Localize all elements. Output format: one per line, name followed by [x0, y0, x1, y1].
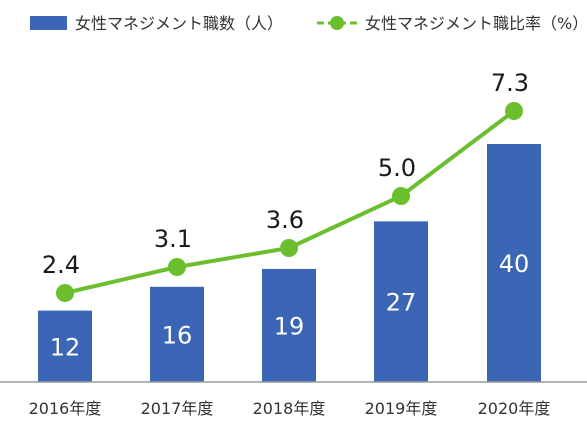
- legend-bar-label: 女性マネジメント職数（人）: [75, 14, 283, 33]
- bar-value-label: 40: [499, 250, 530, 278]
- line-value-label: 3.6: [266, 206, 304, 234]
- legend-line-marker: [330, 16, 344, 30]
- line-point: [280, 239, 298, 257]
- line-series: 2.4 3.1 3.6 5.0 7.3: [42, 69, 529, 302]
- line-value-label: 3.1: [154, 225, 192, 253]
- bar-value-label: 27: [386, 289, 417, 317]
- bar-series: 12 16 19 27 40: [38, 144, 541, 382]
- x-tick-label: 2018年度: [253, 399, 326, 418]
- bar-value-label: 16: [162, 321, 193, 349]
- legend-bar-swatch: [30, 16, 67, 30]
- bar: [150, 286, 204, 382]
- x-tick-label: 2019年度: [365, 399, 438, 418]
- bar: [38, 310, 92, 382]
- line-value-label: 5.0: [378, 154, 416, 182]
- line-point: [168, 258, 186, 276]
- legend: 女性マネジメント職数（人） 女性マネジメント職比率（%）: [30, 14, 587, 33]
- bar-value-label: 19: [274, 312, 305, 340]
- line-value-label: 7.3: [491, 69, 529, 97]
- bar-value-label: 12: [50, 333, 81, 361]
- x-axis: 2016年度 2017年度 2018年度 2019年度 2020年度: [0, 381, 587, 418]
- x-tick-label: 2016年度: [29, 399, 102, 418]
- series-line: [64, 109, 516, 295]
- x-tick-label: 2017年度: [141, 399, 214, 418]
- bar: [262, 268, 316, 382]
- line-point: [505, 102, 523, 120]
- line-point: [392, 187, 410, 205]
- x-tick-label: 2020年度: [478, 399, 551, 418]
- bar: [374, 221, 428, 382]
- line-value-label: 2.4: [42, 251, 80, 279]
- bar: [487, 144, 541, 382]
- legend-line-label: 女性マネジメント職比率（%）: [365, 14, 587, 33]
- line-point: [56, 284, 74, 302]
